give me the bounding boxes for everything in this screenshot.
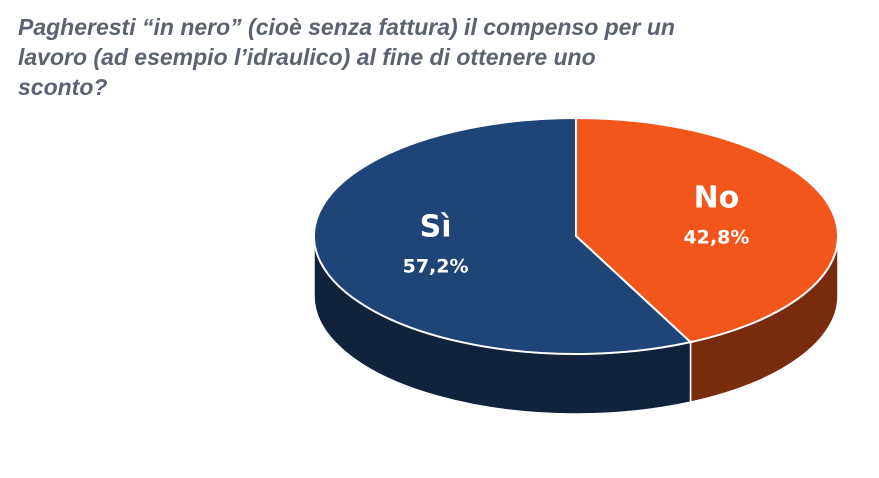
category-label: No (694, 180, 740, 215)
slice (313, 116, 693, 355)
value-label: 42,8% (683, 226, 749, 248)
value-label: 57,2% (403, 256, 469, 278)
slice (575, 116, 839, 344)
category-label: Sì (420, 210, 452, 245)
chart-title: Pagheresti “in nero” (cioè senza fattura… (18, 14, 675, 100)
